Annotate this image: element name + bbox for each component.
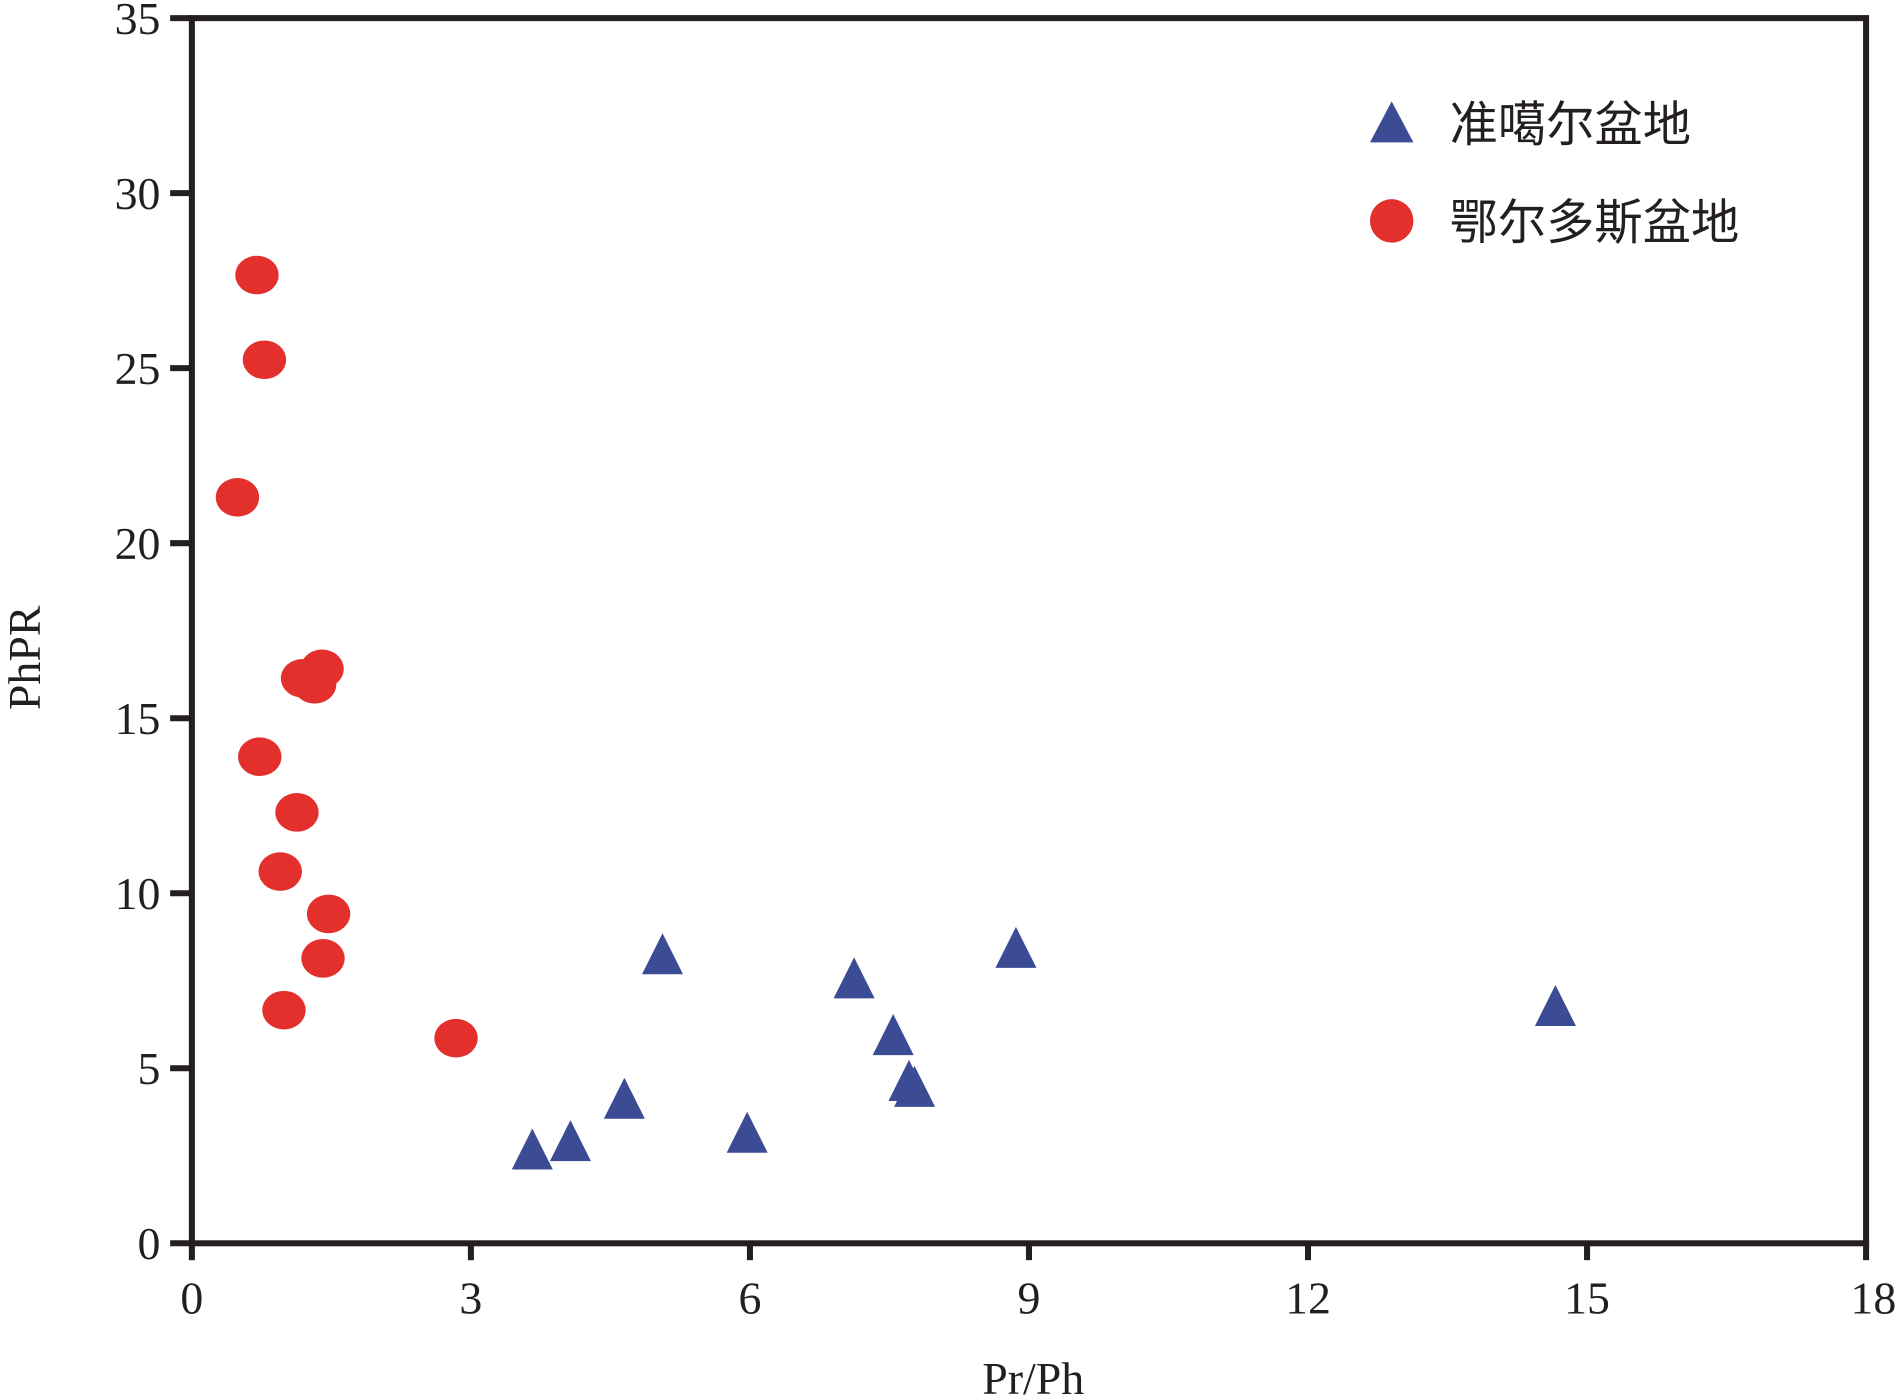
ordos-point — [235, 255, 279, 295]
x-tick-label: 6 — [738, 1272, 761, 1323]
y-tick-label: 10 — [115, 868, 161, 919]
x-tick-label: 9 — [1018, 1272, 1041, 1323]
junggar-point — [549, 1120, 591, 1162]
junggar-point — [833, 957, 875, 999]
junggar-point — [603, 1077, 645, 1119]
data-marks — [215, 255, 1576, 1170]
ordos-point — [215, 478, 260, 517]
junggar-point — [872, 1014, 914, 1056]
y-tick-label: 5 — [138, 1043, 161, 1094]
axis-ticks: 0 3 6 9 12 15 18 0 5 10 15 20 25 30 35 — [115, 0, 1895, 1323]
junggar-point — [894, 1065, 936, 1107]
y-tick-label: 25 — [115, 343, 161, 394]
junggar-point — [995, 926, 1037, 968]
ordos-point — [242, 340, 287, 380]
junggar-point — [1534, 984, 1576, 1027]
ordos-point — [306, 894, 351, 934]
y-tick-label: 20 — [115, 518, 161, 569]
y-axis-label: PhPR — [0, 605, 50, 710]
y-tick-label: 15 — [115, 693, 161, 744]
legend-label-ordos: 鄂尔多斯盆地 — [1450, 197, 1740, 250]
ordos-point — [238, 737, 282, 777]
legend: 准噶尔盆地 鄂尔多斯盆地 — [1369, 99, 1740, 250]
junggar-point — [511, 1128, 553, 1170]
x-axis-label: Pr/Ph — [982, 1353, 1084, 1399]
x-tick-label: 18 — [1850, 1272, 1895, 1323]
ordos-point — [300, 649, 344, 689]
junggar-point — [641, 933, 684, 975]
y-tick-label: 35 — [115, 0, 161, 44]
ordos-point — [258, 852, 302, 891]
legend-marker-circle — [1369, 199, 1414, 243]
x-tick-label: 15 — [1564, 1272, 1610, 1323]
x-tick-label: 12 — [1285, 1272, 1331, 1323]
ordos-point — [275, 793, 319, 832]
y-tick-label: 0 — [138, 1218, 161, 1269]
legend-label-junggar: 准噶尔盆地 — [1450, 99, 1691, 152]
junggar-point — [726, 1111, 768, 1153]
y-tick-label: 30 — [115, 168, 161, 219]
ordos-point — [434, 1018, 478, 1058]
x-tick-label: 3 — [459, 1272, 482, 1323]
ordos-point — [301, 939, 345, 978]
ordos-point — [262, 990, 306, 1030]
legend-marker-triangle — [1369, 101, 1414, 143]
x-tick-label: 0 — [180, 1272, 203, 1323]
